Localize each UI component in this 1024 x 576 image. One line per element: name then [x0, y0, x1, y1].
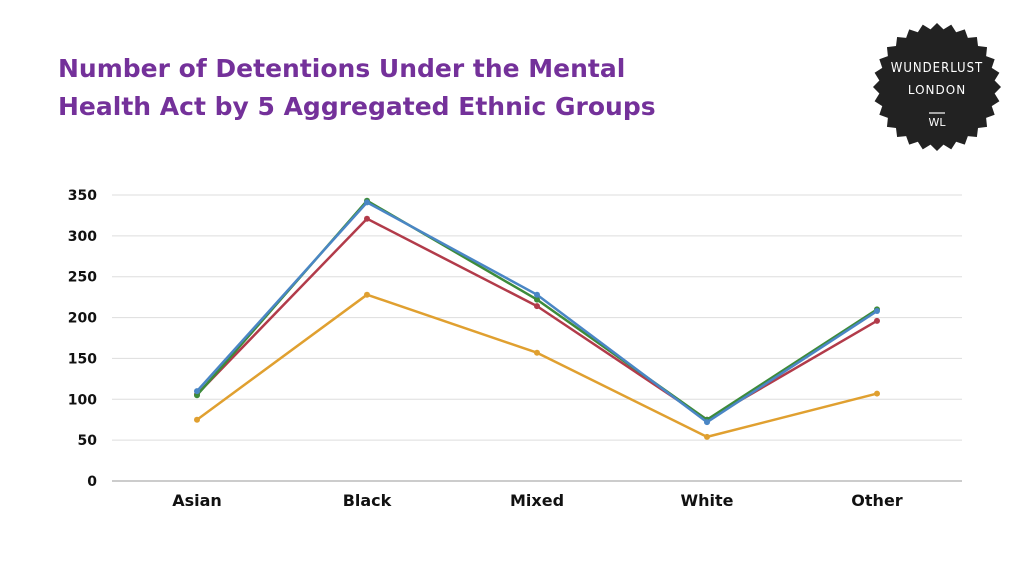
series-3-line	[196, 199, 878, 421]
y-axis-ticks: 0 50 100 150 200 250 300 350	[68, 188, 97, 490]
wunderlust-london-logo: WUNDERLUST LONDON WL	[873, 23, 1001, 151]
logo-line-1: WUNDERLUST	[891, 61, 983, 76]
chart-title-line-2: Health Act by 5 Aggregated Ethnic Groups	[58, 92, 656, 121]
series-1-point-asian	[194, 416, 200, 423]
series-1-point-black	[364, 291, 370, 298]
logo-mark: WL	[928, 116, 946, 129]
y-tick-label: 350	[68, 188, 97, 204]
x-tick-label-mixed: Mixed	[510, 491, 564, 510]
series-4-point-white	[704, 419, 710, 426]
x-tick-label-white: White	[680, 491, 733, 510]
x-tick-label-black: Black	[343, 491, 392, 510]
series-4	[194, 199, 880, 426]
y-tick-label: 250	[68, 270, 97, 286]
logo-line-2: LONDON	[908, 83, 966, 97]
logo-badge-shape	[873, 23, 1001, 151]
series-3-point-mixed	[534, 296, 540, 303]
series-2-point-mixed	[534, 303, 540, 310]
series-3	[194, 197, 880, 423]
gridlines	[112, 194, 962, 482]
series-1	[194, 291, 880, 440]
series-1-line	[196, 293, 878, 439]
series-2-point-black	[364, 215, 370, 222]
y-tick-label: 300	[68, 229, 97, 245]
series-1-point-mixed	[534, 349, 540, 356]
x-axis-ticks: Asian Black Mixed White Other	[172, 491, 903, 510]
series-4-point-black	[364, 199, 370, 206]
series-4-point-other	[874, 308, 880, 315]
series-2-line	[196, 217, 878, 421]
series-4-line	[196, 201, 878, 424]
series-2	[194, 215, 880, 423]
x-tick-label-other: Other	[851, 491, 902, 510]
series-1-point-white	[704, 433, 710, 440]
series-1-point-other	[874, 390, 880, 397]
y-tick-label: 0	[87, 474, 97, 490]
series-2-point-other	[874, 317, 880, 324]
y-tick-label: 200	[68, 311, 97, 327]
x-tick-label-asian: Asian	[172, 491, 222, 510]
y-tick-label: 50	[78, 433, 98, 449]
y-tick-label: 150	[68, 351, 97, 367]
series-4-point-asian	[194, 388, 200, 395]
series-4-point-mixed	[534, 291, 540, 298]
y-tick-label: 100	[68, 392, 97, 408]
series-lines	[194, 197, 880, 440]
chart-title: Number of Detentions Under the Mental He…	[58, 50, 698, 126]
chart-title-line-1: Number of Detentions Under the Mental	[58, 54, 626, 83]
